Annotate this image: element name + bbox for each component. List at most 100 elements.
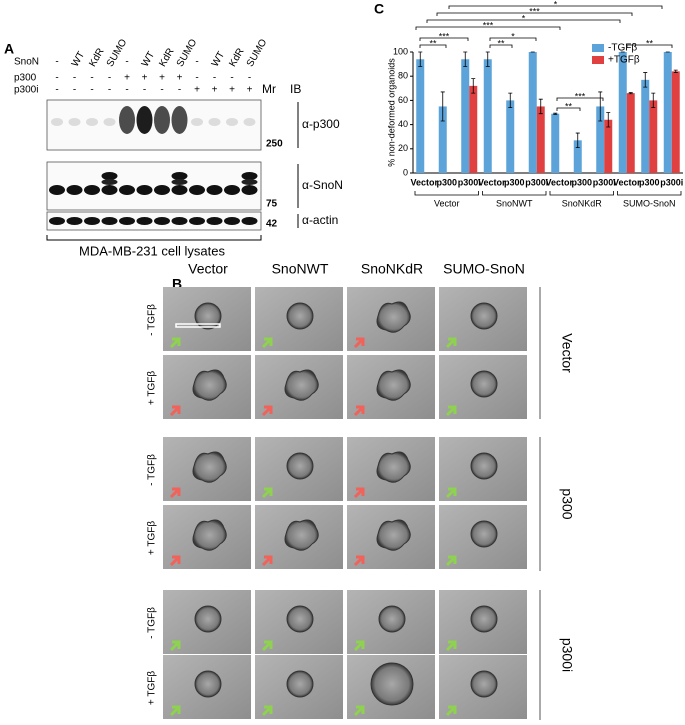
lane-label: - [55,57,58,68]
lane-label: + [229,85,235,96]
bar [641,79,650,173]
sig-label: ** [429,38,437,48]
sig-label: *** [483,20,494,30]
band [84,185,100,195]
legend-swatch [592,44,604,52]
band [171,172,188,180]
band [49,185,65,195]
y-tick-label: 40 [398,119,408,129]
sig-label: * [511,31,515,41]
y-axis-title: % non-deformed organoids [386,58,396,167]
arrow [261,337,273,349]
sig-bracket [419,44,447,48]
lane-label: - [160,85,163,96]
bar [416,59,425,174]
arrow [261,555,273,567]
band [136,106,153,134]
band [241,185,258,195]
row-label: - TGFβ [147,607,158,639]
lane-label: - [108,85,111,96]
x-tick-label: p300 [639,177,660,187]
band [224,217,240,225]
caption: MDA-MB-231 cell lysates [79,243,225,258]
band [101,172,118,180]
band [241,172,258,180]
organoid [286,670,314,698]
sig-bracket [556,107,581,111]
error-bar [553,112,558,115]
bar [626,93,635,173]
error-bar [598,91,603,122]
lane-label: - [73,73,76,84]
sig-bracket [626,44,673,48]
band [136,185,153,195]
arrow [445,705,457,717]
bracket [46,235,262,241]
lane-label: - [90,85,93,96]
column-header: Vector [188,261,228,277]
sig-bracket [426,19,621,23]
lane-label: - [73,85,76,96]
panel-label: B [172,276,182,292]
error-bar [418,51,423,67]
error-bar [485,51,490,67]
arrow [445,337,457,349]
row-label: p300 [14,73,37,84]
arrow [445,640,457,652]
band [154,106,170,134]
lane-label: SUMO [245,37,270,69]
group-bracket [482,191,547,196]
organoid [286,302,314,330]
bar [663,52,672,173]
organoid [376,451,411,483]
lane-label: - [178,85,181,96]
band [136,217,153,225]
organoid [192,451,227,483]
lane-label: KdR [87,46,106,68]
lane-label: WT [70,50,87,69]
x-tick-label: p300 [504,177,525,187]
organoid [470,302,498,330]
band [171,217,188,225]
column-header: SUMO-SnoN [443,261,525,277]
bar [551,113,560,173]
arrow [445,405,457,417]
band [66,217,83,225]
bar [671,71,680,173]
sig-bracket [436,12,633,16]
band [101,217,118,225]
band [189,185,205,195]
ib-label: IB [290,82,301,96]
bar [536,106,545,173]
organoid [470,370,498,398]
band [68,118,81,126]
sig-bracket [489,44,513,48]
arrow [353,405,365,417]
error-bar [575,132,580,148]
sig-bracket [415,26,561,30]
sig-label: ** [497,38,505,48]
band [224,185,240,195]
organoid [286,605,314,633]
lane-label: + [159,73,165,84]
organoid [192,519,227,551]
organoid [194,605,222,633]
error-bar [673,69,678,73]
y-tick-label: 0 [403,167,408,177]
error-bar [628,92,633,95]
error-bar [471,78,476,94]
lane-label: + [177,73,183,84]
mw-marker: 250 [266,139,283,150]
error-bar [508,92,513,109]
band [206,185,223,195]
error-bar [440,91,445,122]
bar [438,106,447,173]
lane-label: - [195,73,198,84]
band [119,217,135,225]
lane-label: + [212,85,218,96]
arrow [169,337,181,349]
lane-label: - [125,57,128,68]
group-bracket [414,191,479,196]
x-tick-label: p300i [660,177,683,187]
arrow [353,705,365,717]
